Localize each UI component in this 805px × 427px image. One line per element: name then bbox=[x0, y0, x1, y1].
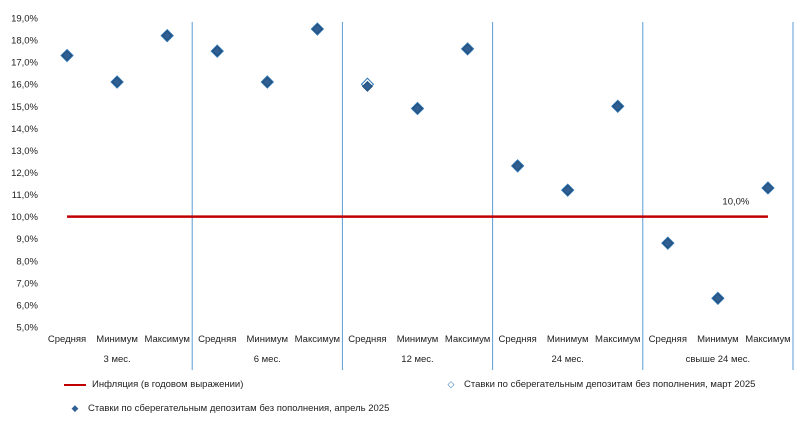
x-category-label: Средняя bbox=[649, 334, 687, 345]
legend-april: ◆ Ставки по сберегательным депозитам без… bbox=[70, 403, 390, 414]
april-marker bbox=[712, 292, 724, 304]
legend-line-swatch bbox=[64, 383, 86, 386]
x-group-label: 6 мес. bbox=[254, 354, 281, 365]
y-tick-label: 11,0% bbox=[12, 190, 39, 201]
x-category-label: Максимум bbox=[144, 334, 189, 345]
y-tick-label: 10,0% bbox=[11, 212, 38, 223]
y-tick-label: 8,0% bbox=[16, 256, 38, 267]
x-category-label: Минимум bbox=[247, 334, 289, 345]
y-tick-label: 19,0% bbox=[11, 14, 38, 25]
april-marker bbox=[462, 43, 474, 55]
y-tick-label: 13,0% bbox=[11, 146, 38, 157]
x-group-label: 3 мес. bbox=[104, 354, 131, 365]
legend-april-label: Ставки по сберегательным депозитам без п… bbox=[88, 403, 390, 414]
x-category-label: Средняя bbox=[48, 334, 86, 345]
x-category-label: Максимум bbox=[745, 334, 790, 345]
x-group-label: свыше 24 мес. bbox=[686, 354, 751, 365]
y-tick-label: 5,0% bbox=[16, 323, 38, 334]
x-category-label: Средняя bbox=[198, 334, 236, 345]
inflation-data-label: 10,0% bbox=[722, 197, 749, 208]
april-marker bbox=[211, 45, 223, 57]
april-marker bbox=[662, 237, 674, 249]
april-marker bbox=[612, 100, 624, 112]
filled-diamond-icon: ◆ bbox=[71, 403, 79, 413]
x-category-label: Максимум bbox=[595, 334, 640, 345]
hollow-diamond-icon: ◇ bbox=[447, 379, 455, 389]
x-category-label: Минимум bbox=[397, 334, 439, 345]
x-category-label: Средняя bbox=[348, 334, 386, 345]
y-tick-label: 18,0% bbox=[11, 36, 38, 47]
y-tick-label: 16,0% bbox=[11, 80, 38, 91]
x-category-label: Минимум bbox=[96, 334, 138, 345]
legend-march-label: Ставки по сберегательным депозитам без п… bbox=[464, 379, 756, 390]
y-tick-label: 12,0% bbox=[11, 168, 38, 179]
april-marker bbox=[562, 184, 574, 196]
y-tick-label: 9,0% bbox=[16, 234, 38, 245]
x-category-label: Максимум bbox=[295, 334, 340, 345]
legend-inflation: Инфляция (в годовом выражении) bbox=[64, 379, 243, 390]
y-tick-label: 6,0% bbox=[16, 300, 38, 311]
legend-inflation-label: Инфляция (в годовом выражении) bbox=[92, 379, 244, 390]
y-tick-label: 7,0% bbox=[16, 278, 38, 289]
x-category-label: Максимум bbox=[445, 334, 490, 345]
april-marker bbox=[61, 50, 73, 62]
april-marker bbox=[261, 76, 273, 88]
y-tick-label: 17,0% bbox=[11, 58, 38, 69]
april-marker bbox=[411, 102, 424, 114]
y-tick-label: 14,0% bbox=[11, 124, 38, 135]
legend-march: ◇ Ставки по сберегательным депозитам без… bbox=[446, 379, 756, 390]
april-marker bbox=[361, 80, 373, 92]
x-group-label: 12 мес. bbox=[401, 354, 433, 365]
y-tick-label: 15,0% bbox=[11, 102, 38, 113]
x-category-label: Минимум bbox=[547, 334, 589, 345]
x-category-label: Минимум bbox=[697, 334, 739, 345]
april-marker bbox=[311, 23, 323, 35]
april-marker bbox=[512, 160, 524, 172]
x-category-label: Средняя bbox=[498, 334, 536, 345]
april-marker bbox=[161, 30, 173, 42]
x-group-label: 24 мес. bbox=[551, 354, 583, 365]
april-marker bbox=[111, 76, 123, 88]
april-marker bbox=[762, 182, 774, 194]
